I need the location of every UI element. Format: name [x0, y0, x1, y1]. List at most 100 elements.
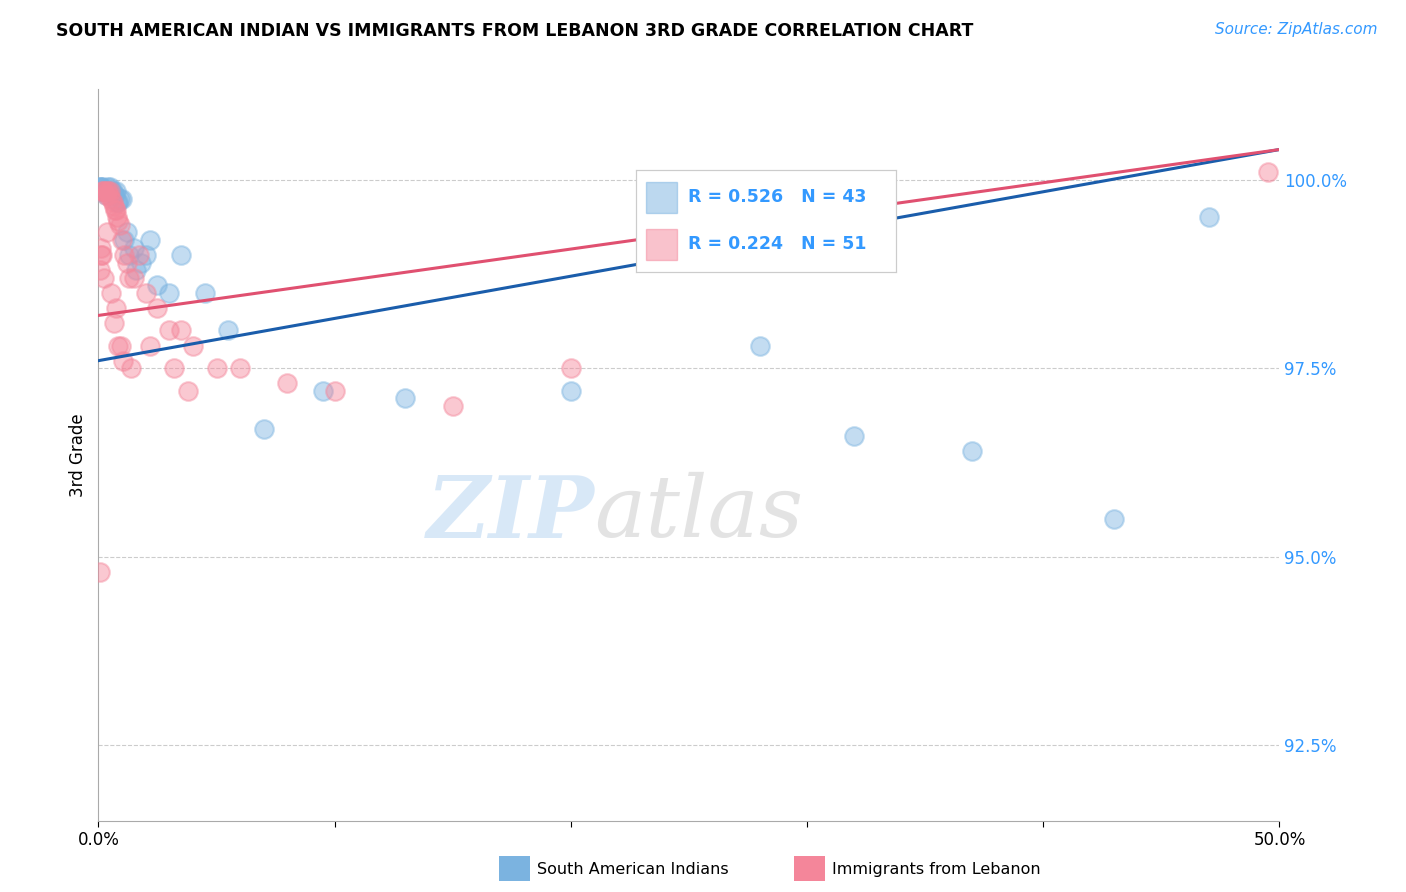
Point	[96, 184, 118, 198]
Point	[107, 338, 129, 352]
Point	[205, 361, 228, 376]
Point	[181, 338, 204, 352]
Y-axis label: 3rd Grade: 3rd Grade	[69, 413, 87, 497]
Point	[122, 241, 145, 255]
Point	[217, 324, 239, 338]
Point	[107, 214, 129, 228]
Point	[103, 199, 125, 213]
Point	[105, 211, 128, 225]
Point	[323, 384, 346, 398]
Point	[91, 248, 114, 262]
Point	[100, 192, 122, 206]
Point	[112, 248, 135, 262]
Point	[128, 248, 150, 262]
Point	[111, 192, 134, 206]
Text: Source: ZipAtlas.com: Source: ZipAtlas.com	[1215, 22, 1378, 37]
Point	[276, 376, 298, 391]
Point	[1198, 211, 1220, 225]
Point	[89, 263, 111, 277]
Point	[93, 184, 115, 198]
Point	[98, 180, 121, 194]
Point	[111, 233, 134, 247]
Point	[157, 324, 180, 338]
Point	[560, 384, 582, 398]
Point	[253, 421, 276, 435]
Point	[118, 270, 141, 285]
Point	[98, 184, 121, 198]
Point	[748, 338, 770, 352]
Point	[97, 184, 120, 198]
Point	[135, 285, 157, 300]
Point	[105, 195, 128, 210]
Point	[93, 184, 115, 198]
Point	[177, 384, 200, 398]
Point	[104, 187, 127, 202]
Point	[93, 270, 115, 285]
Point	[121, 361, 143, 376]
Point	[108, 218, 131, 232]
Point	[115, 226, 138, 240]
Point	[112, 353, 135, 368]
Point	[441, 399, 464, 413]
Point	[107, 195, 129, 210]
Point	[94, 187, 117, 202]
Point	[229, 361, 252, 376]
Point	[194, 285, 217, 300]
Point	[101, 184, 124, 198]
Point	[163, 361, 186, 376]
Point	[96, 184, 118, 198]
Point	[90, 248, 112, 262]
Point	[91, 184, 114, 198]
Text: atlas: atlas	[595, 472, 804, 555]
Point	[90, 241, 112, 255]
Text: R = 0.526   N = 43: R = 0.526 N = 43	[688, 188, 866, 206]
Point	[170, 248, 193, 262]
Point	[105, 301, 128, 315]
Point	[94, 187, 117, 202]
Point	[89, 180, 111, 194]
Point	[115, 255, 138, 269]
Point	[100, 184, 122, 198]
Point	[139, 233, 162, 247]
Text: South American Indians: South American Indians	[537, 863, 728, 877]
Point	[125, 263, 148, 277]
Point	[101, 195, 124, 210]
Point	[90, 184, 112, 198]
Point	[844, 429, 866, 443]
Point	[100, 285, 122, 300]
Point	[108, 192, 131, 206]
FancyBboxPatch shape	[647, 229, 678, 260]
Point	[91, 184, 114, 198]
Point	[170, 324, 193, 338]
Text: Immigrants from Lebanon: Immigrants from Lebanon	[832, 863, 1040, 877]
Point	[112, 233, 135, 247]
Point	[1102, 512, 1125, 526]
Point	[146, 301, 169, 315]
Point	[97, 180, 120, 194]
Point	[394, 392, 416, 406]
Point	[146, 278, 169, 293]
Point	[129, 255, 152, 269]
Point	[105, 184, 128, 198]
Point	[103, 316, 125, 330]
Point	[157, 285, 180, 300]
Point	[91, 180, 114, 194]
Point	[105, 202, 128, 217]
Point	[89, 565, 111, 579]
Point	[96, 226, 118, 240]
Text: R = 0.224   N = 51: R = 0.224 N = 51	[688, 235, 866, 253]
Point	[91, 184, 114, 198]
Point	[962, 444, 984, 458]
Point	[122, 270, 145, 285]
Point	[103, 187, 125, 202]
Point	[139, 338, 162, 352]
FancyBboxPatch shape	[647, 182, 678, 212]
Point	[104, 202, 127, 217]
Point	[89, 180, 111, 194]
Point	[560, 361, 582, 376]
Point	[1257, 165, 1279, 179]
Point	[118, 248, 141, 262]
Point	[110, 338, 132, 352]
Point	[135, 248, 157, 262]
Text: SOUTH AMERICAN INDIAN VS IMMIGRANTS FROM LEBANON 3RD GRADE CORRELATION CHART: SOUTH AMERICAN INDIAN VS IMMIGRANTS FROM…	[56, 22, 973, 40]
